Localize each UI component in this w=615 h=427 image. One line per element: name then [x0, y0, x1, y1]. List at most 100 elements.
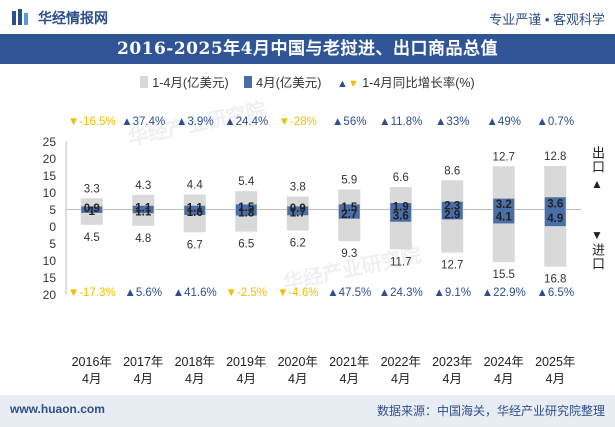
footer-website: www.huaon.com	[10, 402, 105, 416]
up-triangle-icon: ▲	[482, 287, 493, 299]
legend-label-growth: 1-4月同比增长率(%)	[362, 76, 475, 90]
y-tick-label: 0	[49, 220, 56, 234]
growth-value: 0.7%	[548, 116, 574, 128]
export-growth-label: ▼-16.5%	[68, 116, 116, 128]
export-cumulative-label: 5.4	[238, 176, 255, 188]
export-monthly-bar	[441, 201, 463, 210]
up-triangle-icon: ▲	[332, 116, 343, 128]
down-triangle-icon: ▼	[68, 287, 79, 299]
growth-value: 24.4%	[236, 116, 269, 128]
y-tick-label: 15	[43, 169, 57, 183]
x-tick-label-year: 2020年	[278, 355, 318, 369]
export-growth-label: ▲3.9%	[176, 116, 214, 128]
import-monthly-bar	[235, 209, 257, 216]
growth-value: 24.3%	[390, 287, 423, 299]
down-triangle-icon: ▼	[279, 116, 290, 128]
export-side-label: 出口	[590, 146, 605, 174]
legend-item-growth: ▲▼ 1-4月同比增长率(%)	[337, 72, 475, 91]
x-tick-label-month: 4月	[494, 372, 513, 386]
legend-label-monthly: 4月(亿美元)	[256, 76, 322, 90]
import-monthly-bar	[132, 209, 154, 214]
growth-value: -17.3%	[79, 287, 115, 299]
export-monthly-label: 0.9	[84, 203, 100, 215]
import-monthly-label: 1.1	[135, 206, 152, 218]
chart-area: 华经产业研究院华经产业研究院252015105051015203.34.50.9…	[43, 97, 581, 386]
legend-item-monthly: 4月(亿美元)	[244, 72, 321, 91]
growth-value: 6.5%	[548, 287, 574, 299]
import-growth-label: ▼-2.5%	[226, 287, 267, 299]
import-growth-label: ▲47.5%	[327, 287, 371, 299]
top-bar: 华经情报网 专业严谨 • 客观科学	[0, 0, 615, 34]
legend-swatch-cumulative	[140, 76, 149, 88]
import-cumulative-bar	[441, 209, 464, 253]
down-triangle-icon: ▼	[277, 287, 288, 299]
export-growth-label: ▲37.4%	[121, 116, 165, 128]
up-triangle-icon: ▲	[487, 116, 498, 128]
import-cumulative-label: 4.8	[135, 233, 151, 245]
import-monthly-label: 1.6	[187, 207, 203, 219]
import-monthly-label: 3.6	[393, 211, 409, 223]
growth-value: 5.6%	[136, 287, 162, 299]
up-triangle-icon: ▲	[173, 287, 184, 299]
import-growth-label: ▲5.6%	[124, 287, 162, 299]
x-tick-label-month: 4月	[185, 372, 204, 386]
export-cumulative-label: 4.4	[187, 180, 204, 192]
import-side-label: 进口	[590, 243, 605, 271]
import-cumulative-label: 4.5	[84, 232, 100, 244]
growth-value: -28%	[290, 116, 317, 128]
up-triangle-icon: ▲	[336, 78, 348, 90]
growth-value: -2.5%	[237, 287, 267, 299]
x-tick-label-month: 4月	[82, 372, 101, 386]
growth-value: 37.4%	[133, 116, 166, 128]
x-tick-label-year: 2018年	[175, 355, 215, 369]
up-triangle-icon: ▲	[433, 287, 444, 299]
growth-value: 22.9%	[493, 287, 526, 299]
x-tick-label-month: 4月	[288, 372, 307, 386]
export-monthly-bar	[544, 197, 566, 210]
growth-value: 33%	[446, 116, 469, 128]
export-cumulative-bar	[286, 196, 309, 210]
x-tick-label-year: 2023年	[432, 355, 472, 369]
growth-value: 3.9%	[187, 116, 213, 128]
import-cumulative-label: 6.7	[187, 239, 203, 251]
export-monthly-bar	[81, 206, 103, 210]
export-cumulative-label: 4.3	[135, 180, 151, 192]
import-cumulative-label: 12.7	[441, 260, 463, 272]
export-growth-label: ▲11.8%	[379, 116, 422, 128]
x-tick-label-year: 2021年	[329, 355, 369, 369]
import-cumulative-label: 16.8	[544, 274, 566, 286]
growth-value: 11.8%	[391, 116, 423, 128]
brand-logo-icon	[12, 9, 28, 25]
y-tick-label: 5	[49, 237, 56, 251]
export-growth-label: ▲24.4%	[224, 116, 268, 128]
export-growth-label: ▲56%	[332, 116, 366, 128]
x-tick-label-month: 4月	[237, 372, 256, 386]
export-monthly-label: 2.3	[444, 201, 460, 213]
up-triangle-icon: ▲	[176, 116, 187, 128]
growth-value: 9.1%	[445, 287, 471, 299]
import-monthly-label: 2.7	[341, 209, 357, 221]
import-growth-label: ▼-4.6%	[277, 287, 318, 299]
x-tick-label-year: 2022年	[381, 355, 421, 369]
import-growth-label: ▲6.5%	[536, 287, 574, 299]
down-triangle-icon: ▼	[226, 287, 237, 299]
export-monthly-bar	[235, 204, 257, 210]
export-monthly-label: 1.1	[135, 203, 152, 215]
import-monthly-bar	[287, 209, 309, 216]
legend-swatch-monthly	[244, 76, 253, 88]
export-monthly-bar	[132, 205, 154, 210]
export-arrow-icon: ▲	[591, 177, 603, 191]
export-monthly-label: 3.6	[547, 198, 563, 210]
growth-value: 49%	[498, 116, 521, 128]
import-monthly-label: 1.8	[238, 208, 255, 220]
y-tick-label: 5	[49, 203, 56, 217]
import-cumulative-label: 9.3	[341, 248, 357, 260]
import-growth-label: ▲24.3%	[379, 287, 423, 299]
x-tick-label-month: 4月	[443, 372, 462, 386]
up-triangle-icon: ▲	[435, 116, 446, 128]
import-cumulative-label: 6.5	[238, 239, 254, 251]
down-triangle-icon: ▼	[347, 78, 359, 90]
growth-value: 41.6%	[184, 287, 217, 299]
import-monthly-label: 1.7	[290, 207, 306, 219]
export-cumulative-label: 3.3	[84, 183, 100, 195]
